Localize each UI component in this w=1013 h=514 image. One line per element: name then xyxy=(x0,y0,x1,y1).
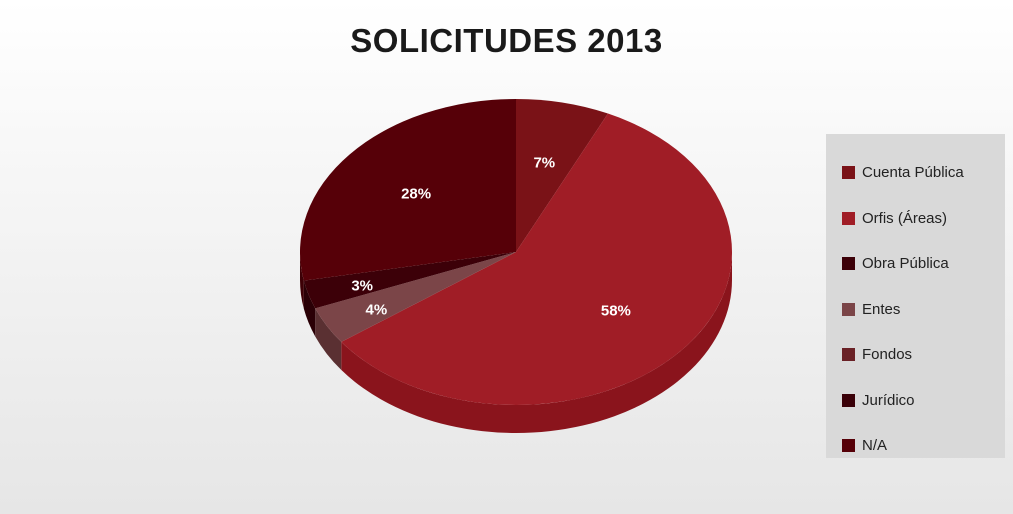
legend-item-cuenta-pu-blica: Cuenta Pública xyxy=(842,150,1005,196)
pie-side-orfis-a-reas xyxy=(341,252,732,434)
legend-label: Orfis (Áreas) xyxy=(862,209,948,227)
pie-slice-orfis-a-reas xyxy=(341,113,733,406)
pie-label-n-a: 28% xyxy=(401,186,431,203)
legend-label: Cuenta Pública xyxy=(862,164,964,182)
legend-swatch xyxy=(842,348,855,362)
legend-label: Entes xyxy=(862,300,901,318)
chart-title: SOLICITUDES 2013 xyxy=(350,22,663,59)
legend-item-orfis-a-reas: Orfis (Áreas) xyxy=(842,196,1005,242)
legend-label: Fondos xyxy=(862,346,913,364)
pie-slice-cuenta-pu-blica xyxy=(516,99,608,252)
pie-slice-labels: 7% 58% 4% 3% 28% xyxy=(351,154,631,319)
legend-label: N/A xyxy=(862,437,888,455)
pie-slices xyxy=(300,99,733,406)
legend-swatch xyxy=(842,166,855,180)
pie-slice-n-a xyxy=(300,99,516,281)
legend-item-n-a: N/A xyxy=(842,423,1005,469)
pie-label-obra-pu-blica: 3% xyxy=(351,277,373,294)
legend-swatch xyxy=(842,257,855,271)
legend-item-entes: Entes xyxy=(842,287,1005,333)
pie-side-obra-pu-blica xyxy=(303,280,316,337)
pie-label-cuenta-pu-blica: 7% xyxy=(533,154,555,171)
pie-label-orfis-a-reas: 58% xyxy=(601,303,631,320)
legend-item-fondos: Fondos xyxy=(842,332,1005,378)
pie-side-walls xyxy=(300,252,732,434)
chart-legend: Cuenta Pública Orfis (Áreas) Obra Pública E… xyxy=(826,134,1005,458)
legend-swatch xyxy=(842,393,855,407)
pie-slice-obra-pu-blica xyxy=(303,252,516,309)
legend-label: Obra Pública xyxy=(862,255,949,273)
legend-swatch xyxy=(842,439,855,453)
legend-item-juri-dico: Jurídico xyxy=(842,378,1005,424)
legend-label: Jurídico xyxy=(862,391,915,409)
legend-swatch xyxy=(842,211,855,225)
legend-item-obra-pu-blica: Obra Pública xyxy=(842,241,1005,287)
legend-swatch xyxy=(842,302,855,316)
pie-label-entes: 4% xyxy=(366,302,388,319)
pie-side-entes xyxy=(315,308,342,370)
pie-side-n-a xyxy=(300,252,304,309)
pie-slice-entes xyxy=(315,252,516,342)
